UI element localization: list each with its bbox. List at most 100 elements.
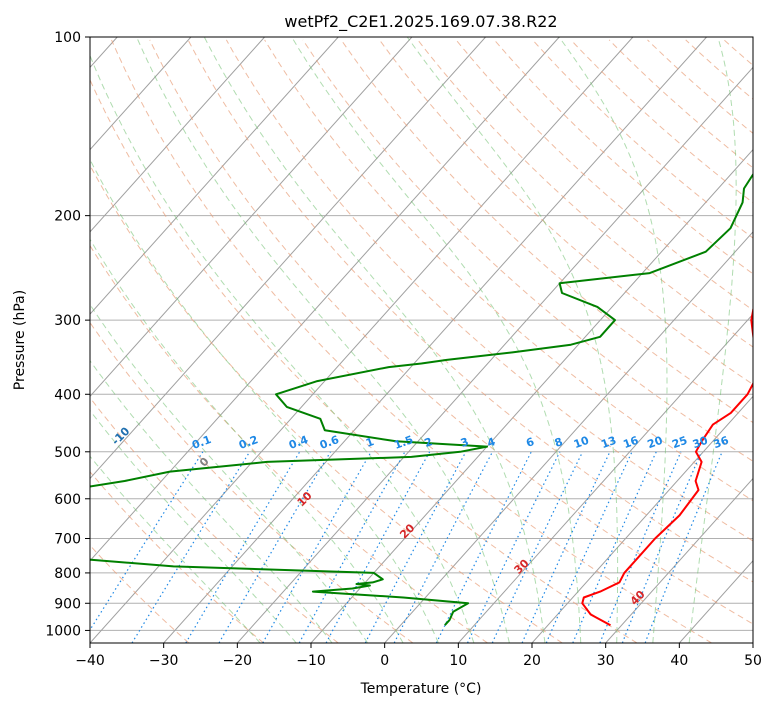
isotherm-line [163,37,707,643]
mixing-ratio-line [364,451,467,643]
dry-adiabat [340,39,753,424]
y-tick-label: 500 [54,445,81,461]
mixing-ratio-lines [90,451,723,643]
moist-adiabat [90,455,261,643]
dry-adiabat [532,39,753,239]
moist-adiabat [90,359,333,643]
mixing-ratio-line [185,451,301,643]
x-tick-label: −30 [149,653,179,669]
mixing-ratio-line [131,451,251,643]
mixing-ratio-label: 0.4 [287,433,310,452]
mixing-ratio-line [521,451,611,643]
temperature-profile [581,305,753,627]
dry-adiabat [608,39,753,169]
dry-adiabat [225,39,753,542]
dry-adiabat [417,39,753,348]
dry-adiabat [90,471,264,643]
mixing-ratio-line [298,451,406,643]
moist-adiabat [136,37,510,643]
dry-adiabat [90,396,339,643]
moist-adiabat [291,37,582,643]
dry-adiabat-label: 30 [512,557,532,577]
x-tick-label: 20 [523,653,541,669]
isotherm-line [90,37,339,315]
mixing-ratio-label: 0.6 [318,433,341,452]
mixing-ratio-label: 16 [621,434,640,452]
mixing-ratio-label: 1.5 [392,433,415,452]
mixing-ratio-label: 30 [691,434,710,452]
mixing-ratio-line [599,451,682,643]
mixing-ratio-line [491,451,584,643]
isotherm-line [531,395,753,643]
moist-adiabat [90,303,369,643]
plot-frame [89,36,754,644]
dry-adiabat [379,39,753,386]
mixing-ratio-line [325,451,431,643]
mixing-ratio-line [218,451,332,643]
profile-series [90,172,753,627]
y-tick-label: 600 [54,492,81,508]
isotherm-line [678,560,753,643]
moist-adiabat [558,37,668,643]
mixing-ratio-line [90,451,204,632]
mixing-ratio-label: 6 [524,435,536,450]
mixing-ratio-label: 4 [485,435,497,450]
mixing-ratio-line [572,451,657,643]
moist-adiabat [688,37,737,643]
dry-adiabat [149,39,753,625]
mixing-ratio-line [621,451,702,643]
mixing-ratio-label: 3 [459,435,471,450]
dry-adiabat [762,40,775,643]
dry-adiabat [264,39,753,502]
dry-adiabat-label: 40 [628,588,648,608]
mixing-ratio-label: 8 [553,435,565,450]
isotherm-line [236,66,753,643]
isotherm-line [90,37,634,643]
mixing-ratio-label: 1 [364,435,376,450]
mixing-ratio-label: 25 [670,434,689,451]
isotherm-line [90,37,265,233]
dry-adiabat [187,39,753,583]
dry-adiabat-label: -20 [33,401,56,424]
x-tick-label: 0 [380,653,389,669]
mixing-ratio-line [644,451,723,643]
x-tick-label: 30 [597,653,615,669]
y-tick-label: 900 [54,596,81,612]
dry-adiabat [90,244,488,643]
mixing-ratio-label: 2 [423,435,435,450]
dry-adiabat-label: -10 [109,424,132,447]
isotherm-line [310,148,753,643]
x-axis-label: Temperature (°C) [360,681,482,697]
mixing-ratio-label: 0.2 [237,433,260,452]
dry-adiabat [90,321,414,643]
dry-adiabat [685,39,753,100]
isotherms [90,37,753,643]
mixing-ratio-line [545,451,633,643]
y-tick-label: 700 [54,532,81,548]
moist-adiabat [90,409,297,643]
dry-adiabat [111,39,712,643]
dry-adiabat [90,544,190,643]
chart-title: wetPf2_C2E1.2025.169.07.38.R22 [284,12,557,32]
isotherm-line [605,477,753,643]
dewpoint-profile [90,172,753,626]
isotherm-line [90,37,192,151]
mixing-ratio-label: 20 [646,434,665,452]
isotherm-line [384,231,753,643]
moist-adiabat [203,37,546,643]
x-tick-label: −20 [223,653,253,669]
x-tick-label: −10 [296,653,326,669]
y-tick-label: 1000 [45,623,81,639]
plot-area: 0.10.20.40.611.52346810131620253036-100-… [33,37,775,643]
x-tick-label: −40 [75,653,105,669]
mixing-ratio-label: 10 [572,434,591,452]
x-tick-label: 10 [449,653,467,669]
dry-adiabat [455,39,753,311]
moist-adiabat [90,158,439,643]
isotherm-line [90,37,486,480]
isotherm-line [90,37,413,398]
y-tick-label: 200 [54,209,81,225]
x-tick-label: 50 [744,653,762,669]
y-axis-label: Pressure (hPa) [12,290,28,390]
